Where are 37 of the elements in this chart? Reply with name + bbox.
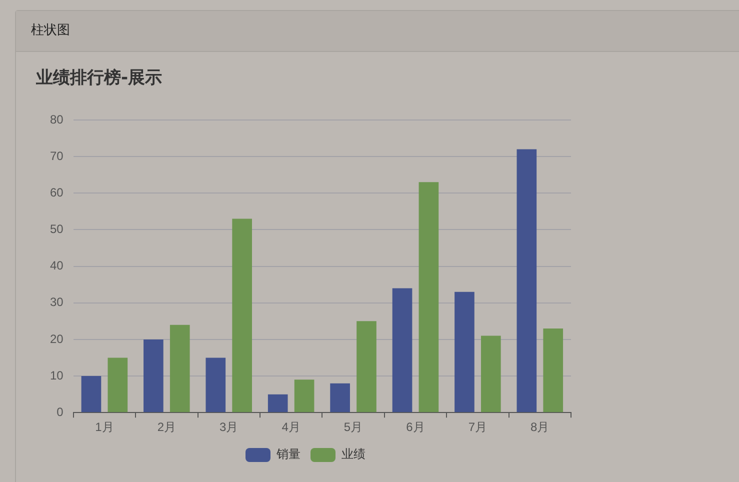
- y-tick-label: 80: [50, 112, 64, 126]
- y-tick-label: 0: [56, 404, 64, 419]
- bar: [480, 336, 501, 412]
- bar: [170, 324, 190, 412]
- x-tick-label: 4月: [282, 420, 300, 434]
- chart-title: 业绩排行榜-展示: [36, 67, 162, 89]
- y-tick-label: 20: [50, 332, 64, 346]
- y-tick-label: 30: [50, 295, 64, 310]
- bar: [330, 383, 350, 412]
- x-tick-label: 1月: [95, 420, 114, 434]
- bar: [268, 394, 288, 412]
- bar: [232, 218, 252, 412]
- x-tick-label: 8月: [530, 420, 550, 434]
- y-tick-label: 70: [50, 148, 64, 163]
- bar: [206, 358, 226, 412]
- bar: [81, 376, 102, 412]
- y-tick-label: 50: [50, 222, 64, 236]
- x-tick-label: 7月: [468, 420, 488, 434]
- bar: [543, 328, 564, 412]
- bar: [392, 288, 412, 412]
- legend-label: 业绩: [342, 447, 366, 462]
- x-tick-label: 6月: [406, 420, 425, 434]
- bar: [108, 358, 128, 412]
- x-tick-label: 2月: [157, 420, 176, 434]
- text: 柱状图: [16, 11, 739, 52]
- x-tick-label: 3月: [220, 420, 238, 434]
- x-tick-label: 5月: [344, 420, 363, 434]
- bar: [454, 292, 474, 412]
- bar: [294, 380, 314, 412]
- legend-label: 销量: [276, 447, 300, 462]
- bar: [144, 339, 164, 412]
- bar: [356, 321, 376, 412]
- y-tick-label: 10: [50, 368, 64, 382]
- y-tick-label: 40: [50, 258, 64, 273]
- bar: [418, 182, 439, 412]
- y-tick-label: 60: [50, 185, 64, 200]
- bar: [516, 149, 537, 412]
